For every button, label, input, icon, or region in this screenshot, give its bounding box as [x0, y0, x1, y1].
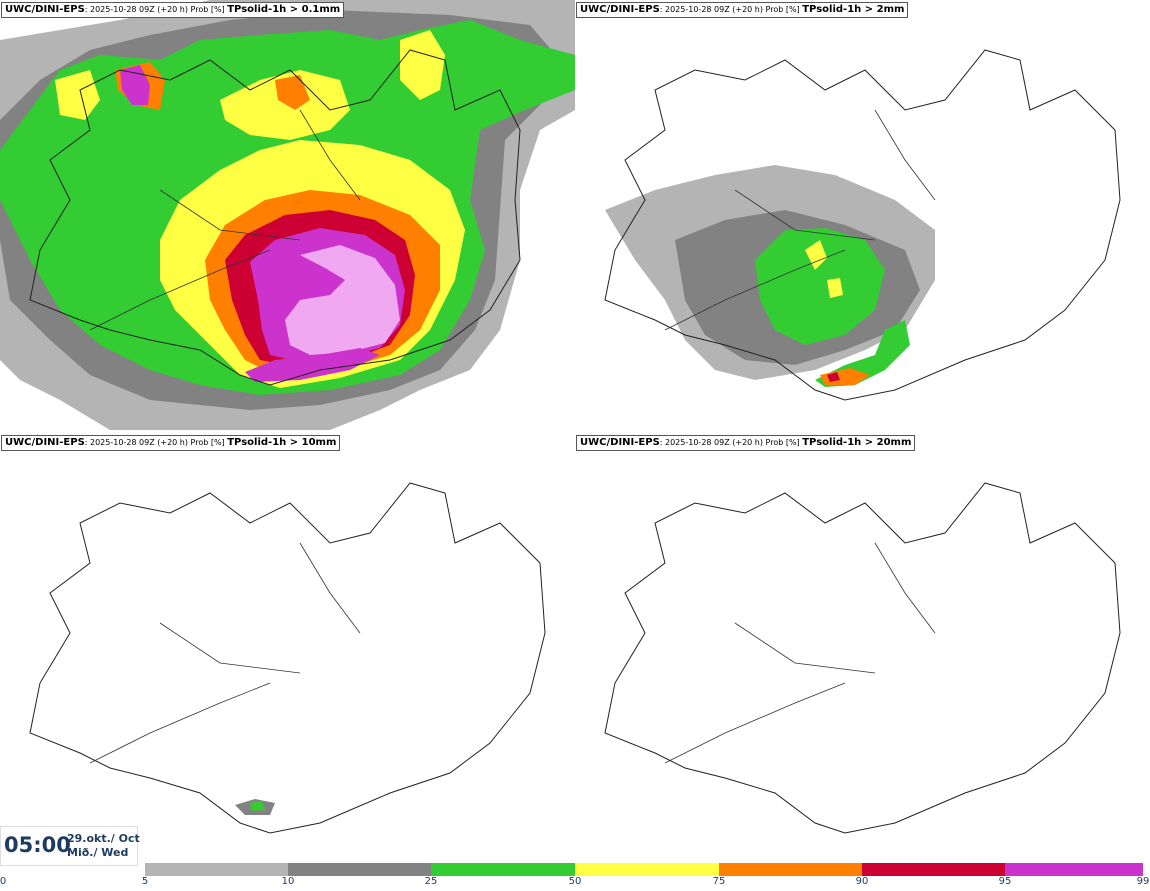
- prob-area-99: [285, 245, 400, 355]
- legend-swatch-50: [575, 863, 719, 876]
- panel-title: UWC/DINI-EPS: 2025-10-28 09Z (+20 h) Pro…: [1, 435, 341, 451]
- coastline: [604, 482, 1121, 834]
- legend-tick-label: 99: [1136, 876, 1150, 887]
- legend-tick-label: 25: [424, 876, 438, 887]
- run-label: : 2025-10-28 09Z (+20 h) Prob [%]: [659, 438, 803, 447]
- map-panel-10mm: UWC/DINI-EPS: 2025-10-28 09Z (+20 h) Pro…: [0, 433, 575, 863]
- coastline: [29, 482, 546, 834]
- legend-tick-label: 90: [855, 876, 869, 887]
- probability-map-20mm: [604, 482, 1121, 834]
- map-panel-20mm: UWC/DINI-EPS: 2025-10-28 09Z (+20 h) Pro…: [575, 433, 1150, 863]
- valid-weekday: Mið./ Wed: [67, 846, 129, 859]
- model-label: UWC/DINI-EPS: [580, 4, 660, 15]
- legend-swatch-90: [862, 863, 1005, 876]
- legend-swatch-75: [719, 863, 862, 876]
- prob-area-99-south-coast: [245, 348, 380, 382]
- roads: [89, 109, 361, 331]
- valid-time-box: 05:00 29.okt./ Oct Mið./ Wed: [0, 826, 140, 866]
- prob-area-50-west: [55, 70, 100, 120]
- panel-title: UWC/DINI-EPS: 2025-10-28 09Z (+20 h) Pro…: [1, 2, 345, 18]
- param-label: TPsolid-1h > 10mm: [227, 437, 337, 448]
- coastline: [29, 49, 521, 386]
- prob-area-25: [250, 801, 265, 811]
- probability-map-10mm: [29, 482, 546, 834]
- map-panel-0p1mm: UWC/DINI-EPS: 2025-10-28 09Z (+20 h) Pro…: [0, 0, 575, 430]
- roads: [664, 109, 936, 331]
- prob-area-25-coast: [815, 320, 910, 387]
- param-label: TPsolid-1h > 20mm: [802, 437, 912, 448]
- coastline: [604, 49, 1121, 401]
- map-panel-2mm: UWC/DINI-EPS: 2025-10-28 09Z (+20 h) Pro…: [575, 0, 1150, 430]
- prob-area-50-north-b: [400, 30, 445, 100]
- legend-swatch-25: [431, 863, 575, 876]
- prob-area-25: [755, 228, 885, 345]
- legend-tick-label: 10: [281, 876, 295, 887]
- model-label: UWC/DINI-EPS: [5, 4, 85, 15]
- model-label: UWC/DINI-EPS: [580, 437, 660, 448]
- legend-swatch-5: [145, 863, 288, 876]
- prob-area-50-b: [827, 278, 843, 298]
- legend-tick-label: 0: [0, 876, 7, 887]
- panel-title: UWC/DINI-EPS: 2025-10-28 09Z (+20 h) Pro…: [576, 2, 909, 18]
- prob-area-50-north-a: [220, 70, 350, 140]
- legend-tick-label: 75: [712, 876, 726, 887]
- valid-date: 29.okt./ Oct: [67, 832, 140, 845]
- probability-map-2mm: [604, 49, 1121, 401]
- panel-title: UWC/DINI-EPS: 2025-10-28 09Z (+20 h) Pro…: [576, 435, 916, 451]
- param-label: TPsolid-1h > 2mm: [802, 4, 905, 15]
- prob-area-50: [805, 240, 827, 270]
- run-label: : 2025-10-28 09Z (+20 h) Prob [%]: [659, 5, 803, 14]
- color-legend-bar: [145, 863, 1150, 876]
- prob-area-90: [827, 372, 840, 382]
- legend-swatch-95: [1005, 863, 1143, 876]
- legend-swatch-10: [288, 863, 431, 876]
- param-label: TPsolid-1h > 0.1mm: [227, 4, 341, 15]
- probability-map-0p1mm: [0, 0, 575, 430]
- run-label: : 2025-10-28 09Z (+20 h) Prob [%]: [84, 438, 228, 447]
- valid-time: 05:00: [4, 833, 71, 857]
- run-label: : 2025-10-28 09Z (+20 h) Prob [%]: [84, 5, 228, 14]
- prob-area-75-north: [275, 75, 310, 110]
- roads: [664, 542, 936, 764]
- legend-tick-label: 95: [998, 876, 1012, 887]
- legend-tick-label: 5: [141, 876, 149, 887]
- model-label: UWC/DINI-EPS: [5, 437, 85, 448]
- legend-tick-label: 50: [568, 876, 582, 887]
- roads: [89, 542, 361, 764]
